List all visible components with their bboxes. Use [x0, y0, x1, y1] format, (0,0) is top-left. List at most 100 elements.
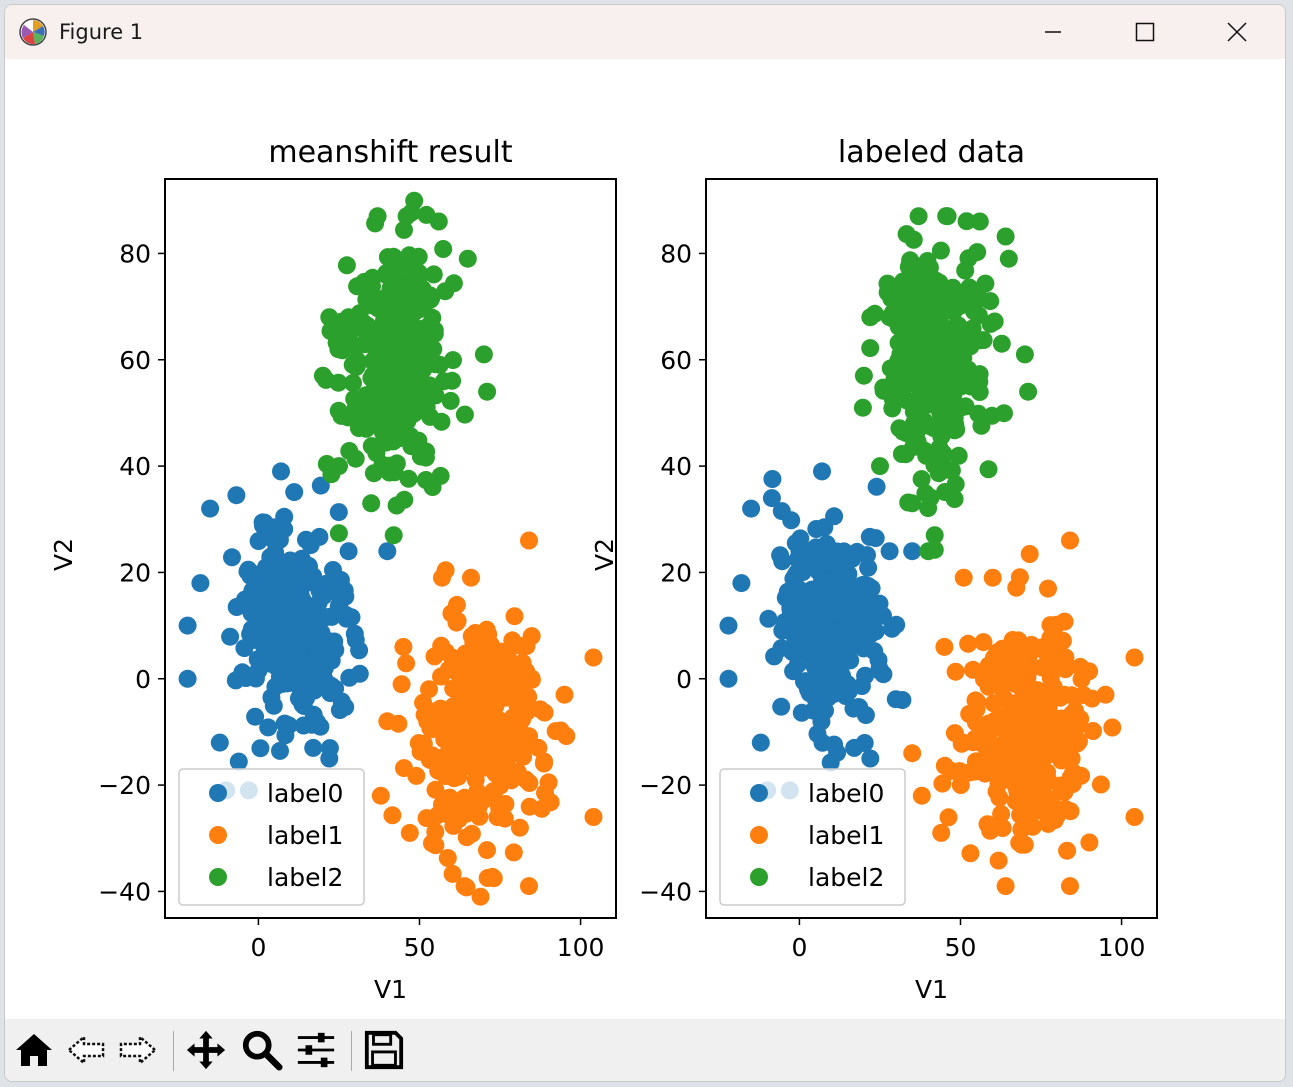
- data-point-label0: [251, 739, 270, 758]
- data-point-label0: [824, 685, 843, 703]
- data-point-label1: [546, 722, 565, 741]
- data-point-label0: [331, 581, 350, 600]
- data-point-label0: [771, 546, 790, 565]
- data-point-label1: [489, 726, 508, 745]
- data-point-label1: [975, 670, 993, 689]
- data-point-label1: [935, 756, 954, 775]
- configure-subplots-button[interactable]: [295, 1029, 337, 1071]
- data-point-label1: [491, 642, 510, 661]
- data-point-label1: [455, 742, 474, 760]
- title-bar[interactable]: Figure 1: [5, 5, 1285, 59]
- data-point-label0: [339, 542, 358, 561]
- data-point-label1: [489, 796, 508, 815]
- data-point-label2: [333, 341, 352, 360]
- data-point-label1: [438, 849, 457, 867]
- data-point-label2: [339, 308, 358, 327]
- data-point-label1: [536, 783, 554, 802]
- x-axis-label: V1: [374, 975, 407, 1004]
- data-point-label0: [378, 542, 397, 561]
- data-point-label1: [433, 752, 452, 771]
- data-point-label2: [348, 351, 366, 370]
- data-point-label2: [970, 212, 989, 231]
- data-point-label1: [946, 662, 965, 681]
- data-point-label2: [434, 240, 453, 258]
- legend-label: label2: [267, 863, 343, 892]
- legend-marker-label2: [750, 868, 768, 886]
- data-point-label2: [399, 469, 418, 488]
- data-point-label2: [996, 227, 1015, 246]
- data-point-label1: [1033, 703, 1052, 722]
- data-point-label2: [902, 298, 921, 317]
- window-title: Figure 1: [59, 20, 144, 44]
- data-point-label2: [394, 415, 413, 434]
- data-point-label0: [782, 511, 801, 530]
- data-point-label2: [888, 374, 907, 392]
- data-point-label0: [732, 574, 751, 593]
- data-point-label0: [326, 641, 345, 659]
- data-point-label0: [310, 527, 329, 546]
- minimize-button[interactable]: [1007, 5, 1099, 59]
- data-point-label1: [933, 774, 952, 793]
- y-tick-label: −20: [639, 771, 692, 800]
- data-point-label2: [853, 398, 872, 417]
- legend-box: [719, 768, 906, 906]
- data-point-label0: [742, 499, 761, 518]
- data-point-label2: [904, 438, 923, 456]
- data-point-label1: [1040, 735, 1059, 754]
- close-button[interactable]: [1191, 5, 1283, 59]
- data-point-label2: [381, 456, 400, 475]
- data-point-label1: [1091, 775, 1110, 794]
- data-point-label2: [458, 249, 477, 268]
- data-point-label0: [798, 589, 817, 608]
- data-point-label2: [1015, 345, 1034, 364]
- data-point-label1: [979, 656, 998, 675]
- data-point-label2: [388, 268, 407, 287]
- data-point-label2: [936, 383, 955, 402]
- figure-canvas[interactable]: 0 50 100 −40 −20 0 20 40 60 80 meanshift result V1 V…: [5, 59, 1285, 1019]
- data-point-label0: [874, 665, 893, 684]
- data-point-label1: [1014, 797, 1033, 816]
- data-point-label2: [364, 366, 382, 385]
- data-point-label2: [919, 542, 938, 561]
- data-point-label0: [880, 542, 899, 561]
- data-point-label1: [486, 697, 505, 715]
- pan-button[interactable]: [185, 1029, 227, 1071]
- data-point-label1: [1049, 645, 1068, 664]
- data-point-label2: [366, 349, 385, 368]
- data-point-label0: [284, 652, 303, 671]
- data-point-label1: [974, 633, 993, 652]
- data-point-label2: [401, 309, 420, 328]
- data-point-label2: [999, 249, 1018, 268]
- back-button[interactable]: [65, 1029, 107, 1071]
- y-tick-label: 60: [660, 346, 692, 375]
- data-point-label1: [462, 627, 481, 646]
- save-button[interactable]: [363, 1029, 405, 1071]
- data-point-label0: [270, 645, 289, 664]
- data-point-label0: [257, 558, 275, 577]
- data-point-label2: [329, 524, 348, 543]
- toolbar-separator: [351, 1031, 352, 1071]
- zoom-button[interactable]: [241, 1029, 283, 1071]
- data-point-label0: [852, 677, 871, 696]
- data-point-label0: [253, 513, 272, 532]
- data-point-label0: [297, 530, 315, 549]
- data-point-label1: [1020, 545, 1039, 563]
- data-point-label1: [503, 719, 522, 738]
- data-point-label2: [970, 372, 989, 391]
- data-point-label2: [417, 442, 436, 461]
- data-point-label0: [317, 608, 336, 627]
- data-point-label1: [1039, 579, 1057, 598]
- y-tick-label: 20: [119, 558, 151, 587]
- data-point-label2: [963, 319, 982, 338]
- data-point-label0: [833, 604, 852, 623]
- maximize-button[interactable]: [1099, 5, 1191, 59]
- home-button[interactable]: [13, 1029, 55, 1071]
- data-point-label1: [1096, 685, 1115, 704]
- data-point-label1: [432, 667, 450, 686]
- data-point-label2: [387, 392, 406, 411]
- forward-icon: [119, 1034, 157, 1066]
- forward-button[interactable]: [117, 1029, 159, 1071]
- data-point-label2: [961, 337, 980, 356]
- y-tick-label: 0: [135, 665, 151, 694]
- data-point-label1: [378, 712, 397, 731]
